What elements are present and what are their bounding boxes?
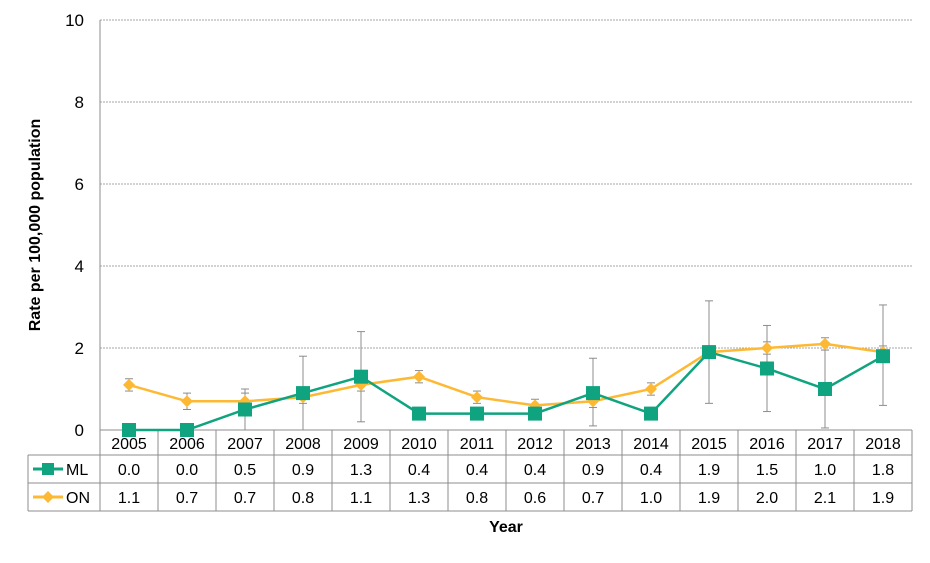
table-row-on: ON 1.1 0.7 0.7 0.8 1.1 1.3 0.8 0.6 0.7 1.0 1.9 2.0 2.… (33, 490, 894, 507)
legend-diamond-marker (42, 491, 54, 503)
x-tick-label: 2012 (517, 436, 553, 453)
table-cell: 1.8 (872, 462, 894, 479)
data-point (123, 378, 135, 391)
x-tick-label: 2014 (633, 436, 669, 453)
data-point (413, 370, 425, 383)
table-cell: 0.4 (640, 462, 662, 479)
y-tick-label: 4 (75, 257, 84, 276)
table-cell: 0.9 (292, 462, 314, 479)
x-axis-title: Year (489, 519, 523, 536)
table-cell: 1.9 (698, 462, 720, 479)
x-tick-label: 2016 (749, 436, 785, 453)
table-cell: 1.9 (872, 490, 894, 507)
table-cell: 0.4 (466, 462, 488, 479)
y-tick-label: 6 (75, 175, 84, 194)
data-point (876, 349, 890, 364)
table-cell: 0.9 (582, 462, 604, 479)
data-point (354, 369, 368, 384)
data-point (586, 386, 600, 401)
table-cell: 1.0 (640, 490, 662, 507)
table-cell: 0.5 (234, 462, 256, 479)
data-point (702, 345, 716, 360)
data-point (122, 423, 136, 437)
data-point (181, 395, 193, 408)
table-row-ml: ML 0.0 0.0 0.5 0.9 1.3 0.4 0.4 0.4 0.9 0.4 1.9 1.5 1.… (33, 462, 894, 479)
data-point (818, 382, 832, 396)
x-tick-label: 2006 (169, 436, 205, 453)
table-cell: 0.8 (466, 490, 488, 507)
data-point (471, 391, 483, 404)
x-tick-label: 2013 (575, 436, 611, 453)
table-cell: 1.3 (408, 490, 430, 507)
x-tick-label: 2017 (807, 436, 843, 453)
table-cell: 1.9 (698, 490, 720, 507)
table-cell: 0.4 (408, 462, 430, 479)
table-cell: 1.3 (350, 462, 372, 479)
x-tick-label: 2009 (343, 436, 379, 453)
table-cell: 0.0 (176, 462, 198, 479)
gridlines (100, 19, 912, 349)
data-point (412, 406, 426, 421)
table-cell: 2.0 (756, 490, 778, 507)
x-tick-label: 2010 (401, 436, 437, 453)
x-tick-label: 2011 (460, 436, 495, 453)
data-table (27, 429, 913, 512)
data-point (644, 406, 658, 421)
table-cell: 0.7 (234, 490, 256, 507)
series-line (129, 350, 884, 432)
y-tick-label: 0 (75, 421, 84, 440)
data-point (180, 423, 194, 437)
table-cell: 2.1 (814, 490, 836, 507)
table-cell: 1.1 (118, 490, 140, 507)
legend-square-marker (42, 463, 54, 475)
table-cell: 0.0 (118, 462, 140, 479)
y-tick-label: 2 (75, 339, 84, 358)
data-point (819, 337, 831, 350)
series-line (128, 342, 884, 407)
legend-label: ON (66, 490, 90, 507)
table-cell: 0.7 (176, 490, 198, 507)
table-cell: 1.0 (814, 462, 836, 479)
data-point (528, 406, 542, 421)
x-tick-label: 2015 (691, 436, 727, 453)
y-axis-title: Rate per 100,000 population (27, 119, 44, 332)
x-tick-label: 2007 (227, 436, 263, 453)
table-cell: 1.5 (756, 462, 778, 479)
data-point (296, 386, 310, 401)
data-point (470, 406, 484, 421)
legend-label: ML (66, 462, 88, 479)
series-ml (122, 345, 890, 437)
data-point (645, 383, 657, 395)
x-tick-label: 2018 (865, 436, 901, 453)
table-cell: 0.7 (582, 490, 604, 507)
table-cell: 0.6 (524, 490, 546, 507)
series-on (123, 337, 889, 412)
table-cell: 0.8 (292, 490, 314, 507)
table-cell: 0.4 (524, 462, 546, 479)
data-point (760, 361, 774, 376)
data-point (238, 402, 252, 417)
table-cell: 1.1 (350, 490, 372, 507)
x-tick-label: 2008 (285, 436, 321, 453)
data-point (761, 342, 773, 354)
x-tick-label: 2005 (111, 436, 147, 453)
y-tick-label: 10 (65, 11, 84, 30)
y-tick-label: 8 (75, 93, 84, 112)
